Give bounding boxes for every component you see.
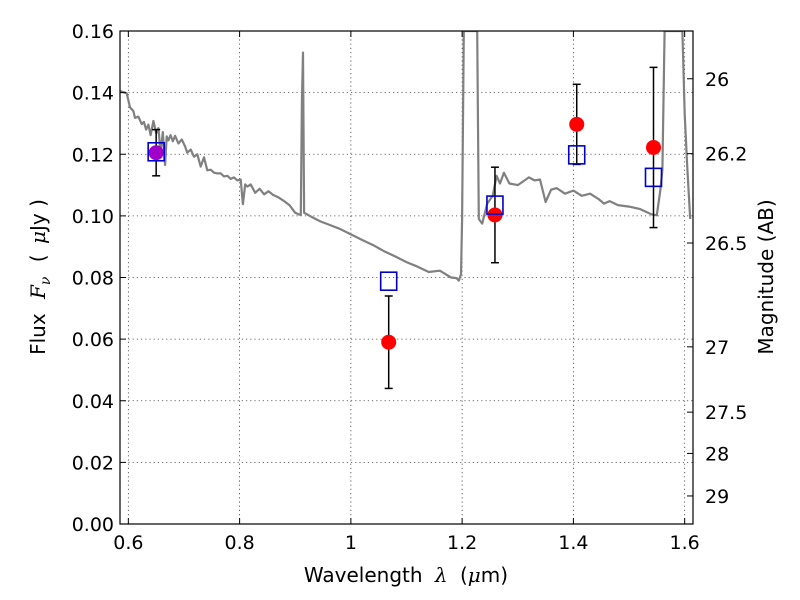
y-tick-label: 0.04 [72,391,114,413]
y-tick-label: 0.06 [72,329,114,351]
y2-tick-label: 29 [705,486,729,508]
y2-tick-label: 27.5 [705,402,747,424]
model-points-layer [147,141,663,291]
x-tick-label: 1 [345,532,357,554]
y2-axis-label: Magnitude (AB) [754,199,778,354]
x-tick-label: 0.6 [113,532,143,554]
y-tick-label: 0.14 [72,83,114,105]
observed-point [646,139,662,155]
tick-label-layer: 0.6 0.8 1 1.2 1.4 1.6 0.00 0.02 0.04 0.06 0.08 0.10… [72,21,748,554]
y2-tick-label: 27 [705,337,729,359]
errorbar-layer [152,66,658,390]
y-tick-label: 0.16 [72,21,114,43]
model-spectrum-line [120,31,692,282]
x-tick-label: 1.4 [558,532,588,554]
model-point [379,271,398,291]
observed-point [569,116,585,132]
y-tick-label: 0.02 [72,452,114,474]
x-tick-label: 0.8 [224,532,254,554]
y-axis-label: Flux Fν ( μJy ) [26,199,55,355]
y-tick-label: 0.12 [72,144,114,166]
tick-layer [120,30,693,525]
observed-point [487,207,503,223]
model-spectrum-layer [120,31,692,282]
y2-tick-label: 28 [705,443,729,465]
y2-tick-label: 26.5 [705,233,747,255]
model-point [147,141,165,162]
y-tick-label: 0.00 [72,514,114,536]
model-point [644,167,663,188]
model-point [567,145,586,165]
x-tick-label: 1.2 [447,532,477,554]
y2-tick-label: 26 [705,69,729,91]
observed-points-layer [148,116,662,350]
y-tick-label: 0.08 [72,268,114,290]
grid-layer [120,30,693,525]
model-point [486,195,504,215]
y-tick-label: 0.10 [72,206,114,228]
observed-point [381,334,397,350]
x-axis-label: Wavelength λ (μm) [304,563,508,587]
observed-point [148,145,164,161]
x-tick-label: 1.6 [670,532,700,554]
y2-tick-label: 26.2 [705,144,747,166]
